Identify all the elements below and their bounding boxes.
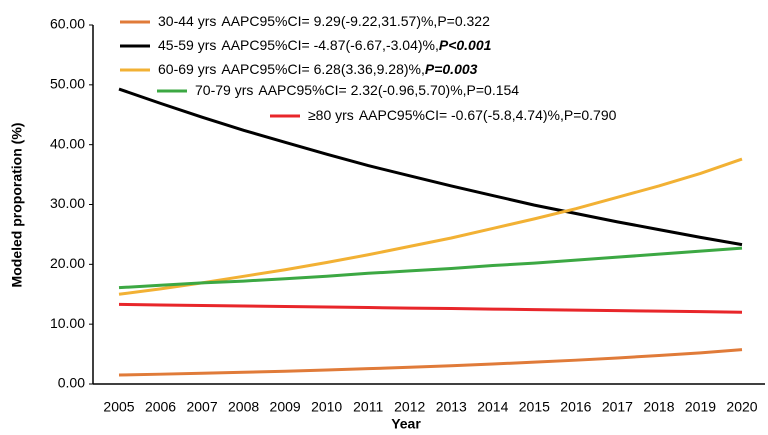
legend-p: P<0.001 (439, 37, 492, 53)
legend-entry: 45-59 yrs AAPC95%CI= -4.87(-6.67,-3.04)%,… (158, 37, 492, 53)
x-tick-label: 2007 (186, 399, 217, 415)
y-tick-label: 30.00 (50, 195, 85, 211)
legend-stats: AAPC95%CI= -0.67(-5.8,4.74)%, (359, 107, 564, 123)
x-tick-label: 2015 (519, 399, 550, 415)
legend-entry: 60-69 yrs AAPC95%CI= 6.28(3.36,9.28)%,P=0… (158, 61, 478, 77)
x-axis-label: Year (391, 416, 421, 432)
x-tick-label: 2011 (353, 399, 383, 415)
legend-entry: ≥80 yrs AAPC95%CI= -0.67(-5.8,4.74)%,P=0.… (308, 107, 617, 123)
x-tick-label: 2019 (685, 399, 716, 415)
x-tick-label: 2005 (103, 399, 134, 415)
y-tick-label: 20.00 (50, 255, 85, 271)
series-line (118, 157, 743, 296)
y-tick-label: 40.00 (50, 135, 85, 151)
x-tick-label: 2009 (270, 399, 301, 415)
legend-name: ≥80 yrs (308, 107, 354, 123)
legend-entry: 70-79 yrs AAPC95%CI= 2.32(-0.96,5.70)%,P=… (195, 82, 519, 98)
y-tick-label: 10.00 (50, 315, 85, 331)
x-tick-label: 2018 (643, 399, 674, 415)
legend-name: 45-59 yrs (158, 37, 216, 53)
legend-entry: 30-44 yrs AAPC95%CI= 9.29(-9.22,31.57)%,P… (158, 13, 490, 29)
x-tick-label: 2006 (145, 399, 176, 415)
legend-p: P=0.790 (564, 107, 617, 123)
legend-stats: AAPC95%CI= 6.28(3.36,9.28)%, (221, 61, 425, 77)
series-line (118, 87, 743, 247)
x-tick-label: 2020 (726, 399, 757, 415)
legend-name: 70-79 yrs (195, 82, 253, 98)
x-tick-label: 2012 (394, 399, 425, 415)
y-axis-label: Modeled proporation (%) (9, 123, 25, 288)
x-tick-label: 2016 (560, 399, 591, 415)
x-tick-label: 2014 (477, 399, 508, 415)
legend-p: P=0.154 (467, 82, 520, 98)
series-line (118, 246, 743, 290)
legend-p: P=0.003 (425, 61, 478, 77)
x-tick-label: 2010 (311, 399, 342, 415)
legend-name: 30-44 yrs (158, 13, 216, 29)
legend-p: P=0.322 (437, 13, 490, 29)
legend-stats: AAPC95%CI= -4.87(-6.67,-3.04)%, (221, 37, 439, 53)
legend-stats: AAPC95%CI= 9.29(-9.22,31.57)%, (221, 13, 437, 29)
legend-stats: AAPC95%CI= 2.32(-0.96,5.70)%, (258, 82, 466, 98)
x-tick-label: 2008 (228, 399, 259, 415)
y-tick-label: 60.00 (50, 16, 85, 32)
series-line (118, 302, 743, 314)
y-tick-label: 50.00 (50, 76, 85, 92)
x-tick-label: 2017 (602, 399, 633, 415)
y-tick-label: 0.00 (58, 375, 85, 391)
legend-name: 60-69 yrs (158, 61, 216, 77)
x-tick-label: 2013 (436, 399, 467, 415)
series-line (118, 348, 743, 377)
